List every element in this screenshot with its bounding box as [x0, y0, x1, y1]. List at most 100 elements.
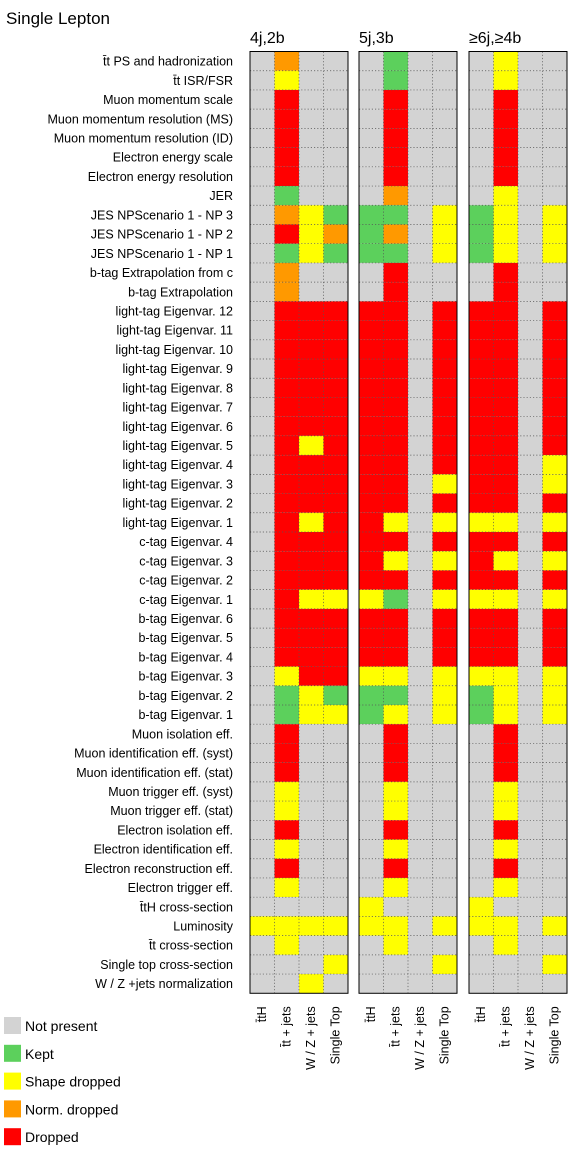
cell-t-t-jets-dropped — [383, 532, 408, 552]
cell-t-th-not-present — [359, 858, 384, 878]
cell-w-z-jets-dropped — [299, 397, 324, 417]
cell-t-t-jets-dropped — [274, 724, 299, 744]
cell-t-t-jets-dropped — [493, 109, 518, 129]
cell-t-t-jets-dropped — [383, 166, 408, 187]
cell-t-t-jets-dropped — [493, 474, 518, 494]
cell-t-t-jets-dropped — [274, 378, 299, 398]
cell-single-top-dropped — [432, 378, 457, 398]
cell-single-top-not-present — [432, 186, 457, 206]
cell-t-t-jets-dropped — [274, 109, 299, 129]
cell-single-top-not-present — [432, 743, 457, 763]
row-label: Luminosity — [173, 920, 233, 934]
cell-w-z-jets-not-present — [408, 801, 433, 821]
row-label: JES NPScenario 1 - NP 2 — [91, 228, 233, 242]
cell-t-t-jets-dropped — [383, 89, 408, 110]
cell-w-z-jets-shape-dropped — [299, 224, 324, 244]
cell-single-top-not-present — [432, 128, 457, 148]
row-label: light-tag Eigenvar. 10 — [116, 343, 233, 357]
cell-t-th-not-present — [469, 282, 494, 302]
cell-single-top-not-present — [542, 935, 567, 955]
cell-t-th-kept — [469, 205, 494, 225]
cell-t-t-jets-dropped — [383, 378, 408, 398]
row-label: JER — [209, 189, 233, 203]
cell-single-top-shape-dropped — [432, 685, 457, 705]
panel-frame — [249, 51, 349, 994]
row-label: Muon isolation eff. — [132, 727, 233, 741]
cell-w-z-jets-shape-dropped — [299, 704, 324, 725]
cell-single-top-shape-dropped — [542, 455, 567, 475]
cell-t-th-not-present — [469, 801, 494, 821]
cell-single-top-dropped — [542, 435, 567, 456]
row-label: c-tag Eigenvar. 1 — [139, 593, 233, 607]
cell-w-z-jets-not-present — [518, 186, 543, 206]
cell-t-th-not-present — [359, 781, 384, 802]
cell-t-t-jets-dropped — [383, 359, 408, 379]
row-label: c-tag Eigenvar. 3 — [139, 554, 233, 568]
cell-single-top-not-present — [542, 974, 567, 994]
cell-w-z-jets-not-present — [299, 762, 324, 782]
cell-t-t-jets-shape-dropped — [383, 512, 408, 532]
cell-t-t-jets-dropped — [383, 128, 408, 148]
cell-t-t-jets-dropped — [383, 282, 408, 302]
cell-t-t-jets-norm-dropped — [383, 186, 408, 206]
cell-w-z-jets-not-present — [518, 628, 543, 648]
cell-single-top-not-present — [542, 858, 567, 878]
legend-item-not-present: Not present — [4, 1017, 97, 1034]
cell-w-z-jets-not-present — [408, 186, 433, 206]
cell-w-z-jets-not-present — [408, 897, 433, 917]
row-label: light-tag Eigenvar. 7 — [123, 401, 234, 415]
cell-single-top-dropped — [542, 493, 567, 513]
cell-t-th-dropped — [359, 647, 384, 667]
cell-t-t-jets-dropped — [383, 628, 408, 648]
column-label: Single Top — [548, 1006, 562, 1064]
cell-t-th-not-present — [250, 801, 275, 821]
cell-t-t-jets-dropped — [493, 320, 518, 340]
cell-t-t-jets-dropped — [493, 858, 518, 878]
cell-t-th-not-present — [250, 493, 275, 513]
cell-single-top-not-present — [432, 781, 457, 802]
cell-t-th-not-present — [250, 647, 275, 667]
cell-single-top-not-present — [323, 897, 348, 917]
cell-single-top-not-present — [323, 858, 348, 878]
cell-w-z-jets-not-present — [518, 877, 543, 898]
cell-t-th-not-present — [250, 781, 275, 802]
cell-t-th-not-present — [250, 839, 275, 859]
legend-label: Dropped — [25, 1129, 79, 1145]
cell-t-th-not-present — [250, 282, 275, 302]
cell-t-th-not-present — [469, 935, 494, 955]
cell-w-z-jets-not-present — [518, 647, 543, 667]
cell-t-th-not-present — [250, 339, 275, 360]
cell-single-top-dropped — [323, 628, 348, 648]
cell-t-th-not-present — [250, 628, 275, 648]
cell-t-t-jets-dropped — [274, 320, 299, 340]
cell-single-top-not-present — [323, 762, 348, 782]
cell-t-th-not-present — [359, 877, 384, 898]
cell-w-z-jets-not-present — [408, 974, 433, 994]
cell-t-t-jets-dropped — [493, 262, 518, 283]
cell-w-z-jets-not-present — [408, 243, 433, 263]
cell-single-top-shape-dropped — [542, 589, 567, 609]
cell-t-t-jets-dropped — [493, 282, 518, 302]
cell-t-th-not-present — [250, 820, 275, 840]
cell-single-top-not-present — [323, 166, 348, 187]
cell-t-th-not-present — [359, 109, 384, 129]
cell-single-top-shape-dropped — [542, 474, 567, 494]
cell-t-t-jets-shape-dropped — [493, 186, 518, 206]
cell-t-t-jets-norm-dropped — [274, 205, 299, 225]
cell-single-top-shape-dropped — [542, 551, 567, 571]
row-label: Electron energy resolution — [88, 170, 233, 184]
cell-w-z-jets-dropped — [299, 647, 324, 667]
cell-t-t-jets-dropped — [274, 647, 299, 667]
cell-single-top-shape-dropped — [542, 954, 567, 975]
cell-single-top-not-present — [323, 51, 348, 71]
cell-t-t-jets-dropped — [274, 570, 299, 590]
cell-w-z-jets-not-present — [299, 724, 324, 744]
cell-w-z-jets-not-present — [408, 166, 433, 187]
panel-title: 4j,2b — [250, 30, 285, 47]
cell-t-t-jets-dropped — [274, 339, 299, 360]
cell-w-z-jets-not-present — [408, 858, 433, 878]
cell-t-th-not-present — [250, 416, 275, 436]
cell-t-t-jets-dropped — [383, 416, 408, 436]
cell-t-th-not-present — [469, 70, 494, 90]
